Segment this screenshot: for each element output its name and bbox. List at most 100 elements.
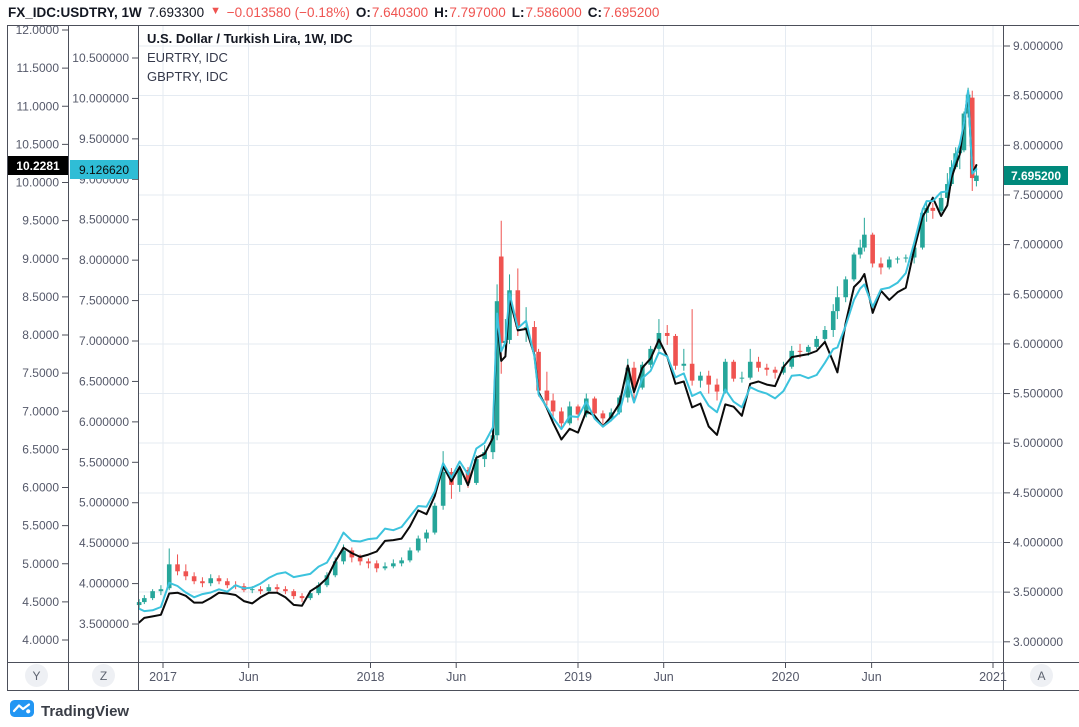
candle-body bbox=[789, 350, 795, 367]
candle-body bbox=[183, 571, 189, 577]
axis-tick-label: 7.0000 bbox=[22, 404, 59, 418]
candle-body bbox=[895, 258, 900, 260]
axis-tick-label: 2017 bbox=[149, 670, 177, 684]
candle-body bbox=[575, 406, 581, 415]
candle-body bbox=[507, 290, 512, 340]
candle-body bbox=[698, 375, 703, 381]
eurtry-price-label: 9.126620 bbox=[70, 160, 138, 179]
legend-eurtry[interactable]: EURTRY, IDC bbox=[147, 50, 228, 65]
axis-tick-label: 5.0000 bbox=[22, 557, 59, 571]
candle-body bbox=[747, 361, 753, 378]
axis-tick-label: 7.000000 bbox=[1013, 238, 1063, 252]
axis-tick-label: 6.000000 bbox=[79, 415, 129, 429]
candle-body bbox=[366, 561, 371, 564]
candle-body bbox=[299, 596, 305, 599]
candle-body bbox=[664, 332, 670, 336]
axis-tick-label: 7.000000 bbox=[79, 334, 129, 348]
axis-tick-label: 3.500000 bbox=[79, 617, 129, 631]
axis-tick-label: 7.5000 bbox=[22, 366, 59, 380]
symbol-info-bar: FX_IDC:USDTRY, 1W 7.693300 ▼ −0.013580 (… bbox=[8, 3, 659, 22]
axis-tick-label: 9.000000 bbox=[1013, 39, 1063, 53]
high-value: 7.797000 bbox=[449, 5, 506, 20]
candle-body bbox=[930, 207, 936, 211]
candle-body bbox=[689, 363, 695, 381]
axis-tick-label: 10.5000 bbox=[16, 137, 60, 151]
eurtry-line bbox=[138, 89, 978, 613]
candle-body bbox=[878, 263, 884, 268]
candle-body bbox=[920, 212, 925, 248]
candle-body bbox=[498, 256, 504, 343]
axis-tick-label: Jun bbox=[239, 670, 259, 684]
candle-body bbox=[166, 564, 172, 589]
legend-main-series[interactable]: U.S. Dollar / Turkish Lira, 1W, IDC bbox=[147, 31, 353, 46]
candle-body bbox=[835, 297, 840, 312]
candle-body bbox=[150, 591, 155, 599]
low-value: 7.586000 bbox=[525, 5, 582, 20]
close-group: C: 7.695200 bbox=[588, 5, 660, 20]
candle-body bbox=[961, 113, 967, 151]
candle-body bbox=[886, 259, 892, 268]
axis-tick-label: Jun bbox=[654, 670, 674, 684]
candle-body bbox=[631, 367, 637, 388]
axis-tick-label: 10.0000 bbox=[16, 176, 60, 190]
candle-body bbox=[862, 234, 867, 248]
candle-body bbox=[567, 406, 572, 424]
candle-body bbox=[600, 413, 606, 419]
axis-tick-label: 10.000000 bbox=[72, 91, 129, 105]
price-change: ▼ −0.013580 (−0.18%) bbox=[210, 5, 350, 20]
candle-body bbox=[208, 578, 214, 584]
candle-body bbox=[324, 575, 330, 586]
candle-body bbox=[550, 400, 556, 412]
candle-body bbox=[974, 175, 979, 182]
change-value: −0.013580 (−0.18%) bbox=[226, 5, 350, 20]
axis-tick-label: 2020 bbox=[772, 670, 800, 684]
candle-body bbox=[216, 578, 222, 582]
candle-body bbox=[494, 301, 500, 436]
axis-tick-label: Jun bbox=[862, 670, 882, 684]
candle-body bbox=[559, 411, 564, 424]
right-axis-settings-button[interactable]: A bbox=[1030, 664, 1053, 687]
axis-tick-label: 8.000000 bbox=[79, 253, 129, 267]
axis-tick-label: 9.0000 bbox=[22, 252, 59, 266]
candle-body bbox=[274, 587, 280, 590]
candle-body bbox=[382, 566, 388, 569]
axis-tick-label: 10.500000 bbox=[72, 51, 129, 65]
candle-body bbox=[391, 563, 396, 567]
axis-tick-label: 5.000000 bbox=[1013, 436, 1063, 450]
axis-tick-label: 3.000000 bbox=[1013, 635, 1063, 649]
axis-tick-label: 5.500000 bbox=[1013, 387, 1063, 401]
symbol-title[interactable]: FX_IDC:USDTRY, 1W bbox=[8, 5, 142, 20]
candle-body bbox=[424, 532, 429, 539]
candle-body bbox=[938, 197, 944, 211]
candle-body bbox=[482, 452, 487, 460]
candle-body bbox=[544, 390, 550, 401]
legend-gbptry[interactable]: GBPTRY, IDC bbox=[147, 69, 229, 84]
axis-tick-label: 8.000000 bbox=[1013, 138, 1063, 152]
candle-body bbox=[764, 367, 770, 370]
candle-body bbox=[781, 366, 786, 373]
candle-body bbox=[731, 361, 736, 379]
candle-body bbox=[830, 311, 836, 330]
axis-tick-label: 7.500000 bbox=[79, 294, 129, 308]
candle-body bbox=[851, 254, 857, 280]
candle-body bbox=[283, 589, 288, 592]
usdtry-price-label: 7.695200 bbox=[1004, 166, 1068, 185]
tradingview-logo[interactable]: TradingView bbox=[10, 700, 129, 722]
close-label: C: bbox=[587, 5, 603, 20]
left-outer-axis-settings-button[interactable]: Y bbox=[25, 664, 48, 687]
candle-body bbox=[953, 153, 958, 168]
axis-tick-label: 9.5000 bbox=[22, 214, 59, 228]
axis-tick-label: 6.5000 bbox=[22, 442, 59, 456]
candle-body bbox=[341, 550, 346, 562]
candle-body bbox=[266, 587, 272, 592]
candle-body bbox=[374, 563, 380, 569]
axis-tick-label: 8.5000 bbox=[22, 290, 59, 304]
axis-tick-label: 5.000000 bbox=[79, 496, 129, 510]
candle-body bbox=[175, 564, 180, 572]
left-inner-axis-settings-button[interactable]: Z bbox=[92, 664, 115, 687]
axis-tick-label: 6.500000 bbox=[1013, 287, 1063, 301]
candle-body bbox=[191, 576, 197, 582]
low-group: L: 7.586000 bbox=[512, 5, 582, 20]
